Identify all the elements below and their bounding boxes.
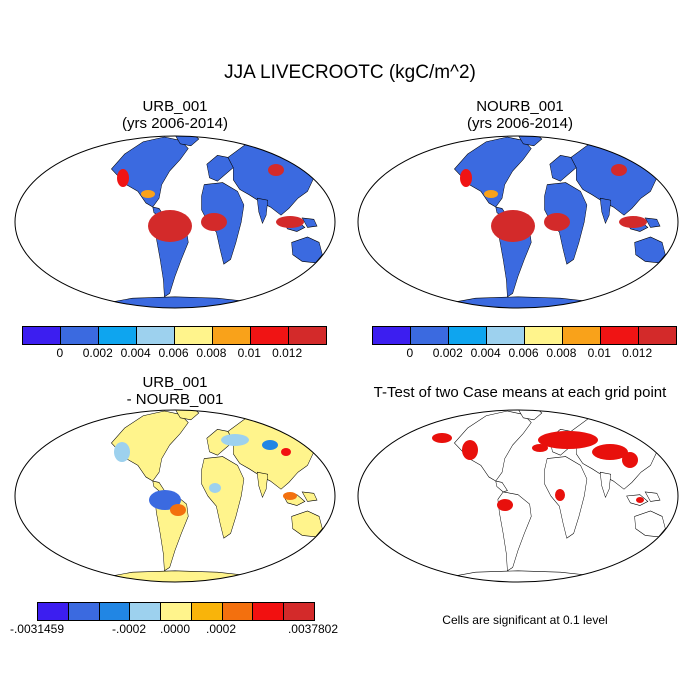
panel-title-diff: URB_001 - NOURB_001: [126, 374, 224, 408]
colorbar-cell: [411, 327, 449, 344]
colorbar-cell: [222, 603, 254, 620]
colorbar-cell: [449, 327, 487, 344]
colorbar-tick-label: 0.008: [196, 346, 227, 360]
hotspot-centralam-nourb: [484, 190, 498, 198]
colorbar-tick-label: 0.01: [587, 346, 611, 360]
colorbar-cell: [68, 603, 100, 620]
colorbar-tick-label: 0.01: [237, 346, 261, 360]
colorbar-cell: [487, 327, 525, 344]
hotspot-eastus-nourb: [460, 169, 472, 187]
colorbar-tick-label: 0.006: [508, 346, 539, 360]
colorbar-cell: [525, 327, 563, 344]
colorbar-tick-label: 0.004: [470, 346, 501, 360]
colorbar-cell: [563, 327, 601, 344]
hotspot-congo-urb: [201, 213, 227, 231]
colorbar-cell: [373, 327, 411, 344]
ttest-note: Cells are significant at 0.1 level: [442, 613, 608, 627]
hotspot-china-urb: [268, 164, 284, 176]
colorbar-tick-label: 0.008: [546, 346, 577, 360]
colorbar-cell: [253, 603, 285, 620]
anomaly-amazon-diff: [149, 490, 181, 510]
hotspot-centralam-urb: [141, 190, 155, 198]
colorbar-tick-label: .0037802: [287, 622, 339, 636]
colorbar-cell: [137, 327, 175, 344]
map-border-nourb: [357, 135, 679, 309]
colorbar-tick-label: .0002: [205, 622, 237, 636]
colorbar-tick-label: 0.002: [432, 346, 463, 360]
colorbar-cell: [191, 603, 223, 620]
map-border-ttest: [357, 409, 679, 583]
colorbar-tick-label: 0: [406, 346, 414, 360]
map-border-diff: [14, 409, 336, 583]
colorbar-cell: [161, 603, 192, 620]
colorbar-tick-label: -.0002: [111, 622, 147, 636]
colorbar-cell: [38, 603, 69, 620]
colorbar-tick-label: 0: [56, 346, 64, 360]
figure-title: JJA LIVECROOTC (kgC/m^2): [224, 62, 476, 83]
colorbar-cell: [639, 327, 676, 344]
colorbar-tick-label: 0.002: [82, 346, 113, 360]
colorbar-cell: [99, 603, 131, 620]
colorbar-urb: [22, 326, 327, 345]
colorbar-cell: [251, 327, 289, 344]
colorbar-cell: [99, 327, 137, 344]
hotspot-seasia-nourb: [619, 216, 647, 228]
hotspot-congo-nourb: [544, 213, 570, 231]
colorbar-cell: [284, 603, 315, 620]
colorbar-cell: [61, 327, 99, 344]
colorbar-tick-label: 0.004: [120, 346, 151, 360]
hotspot-china-nourb: [611, 164, 627, 176]
panel-title-nourb: NOURB_001 (yrs 2006-2014): [467, 98, 573, 132]
map-border-urb: [14, 135, 336, 309]
colorbar-nourb: [372, 326, 677, 345]
colorbar-tick-label: 0.012: [622, 346, 653, 360]
colorbar-diff: [37, 602, 315, 621]
colorbar-cell: [23, 327, 61, 344]
panel-title-urb: URB_001 (yrs 2006-2014): [122, 98, 228, 132]
hotspot-amazon-urb: [148, 210, 192, 242]
colorbar-tick-label: 0.012: [272, 346, 303, 360]
colorbar-cell: [289, 327, 326, 344]
hotspot-seasia-urb: [276, 216, 304, 228]
colorbar-cell: [130, 603, 162, 620]
colorbar-tick-label: -.0031459: [9, 622, 65, 636]
panel-title-ttest: T-Test of two Case means at each grid po…: [373, 384, 667, 401]
colorbar-cell: [175, 327, 213, 344]
colorbar-tick-label: 0.006: [158, 346, 189, 360]
colorbar-urb-ticks: 0 0.002 0.004 0.006 0.008 0.01 0.012: [22, 346, 325, 362]
colorbar-cell: [601, 327, 639, 344]
colorbar-tick-label: .0000: [159, 622, 191, 636]
colorbar-cell: [213, 327, 251, 344]
significance-cells: [432, 431, 644, 511]
colorbar-nourb-ticks: 0 0.002 0.004 0.006 0.008 0.01 0.012: [372, 346, 675, 362]
colorbar-diff-ticks: -.0031459 -.0002 .0000 .0002 .0037802: [10, 622, 338, 638]
hotspot-amazon-nourb: [491, 210, 535, 242]
hotspot-eastus-urb: [117, 169, 129, 187]
